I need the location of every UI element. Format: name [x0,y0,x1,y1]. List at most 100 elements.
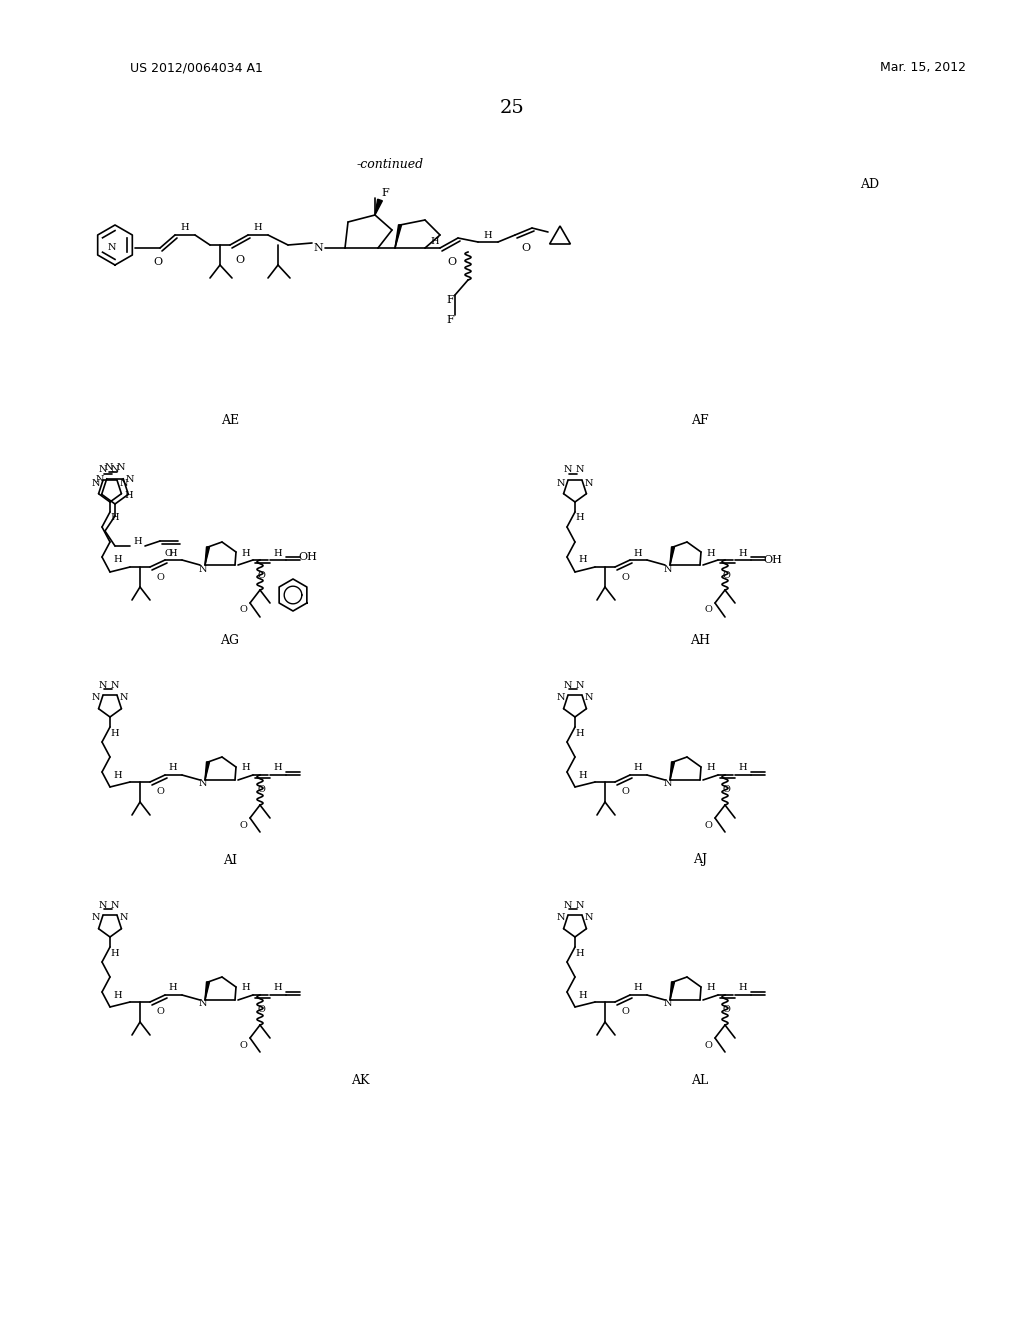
Text: H: H [707,763,716,772]
Text: OH: OH [764,554,782,565]
Text: -continued: -continued [356,158,424,172]
Text: AK: AK [351,1073,370,1086]
Text: H: H [738,983,748,993]
Text: H: H [575,949,585,957]
Text: AE: AE [221,413,239,426]
Text: O: O [257,785,265,795]
Text: AD: AD [860,178,880,191]
Text: N: N [111,681,119,689]
Text: O: O [257,570,265,579]
Polygon shape [205,982,210,1001]
Text: H: H [169,549,177,557]
Text: O: O [622,1007,629,1016]
Text: O: O [705,1040,712,1049]
Text: H: H [483,231,493,239]
Text: O: O [705,606,712,615]
Text: O: O [239,1040,247,1049]
Text: US 2012/0064034 A1: US 2012/0064034 A1 [130,62,263,74]
Polygon shape [670,546,675,565]
Text: AH: AH [690,634,710,647]
Text: H: H [273,549,283,557]
Text: Mar. 15, 2012: Mar. 15, 2012 [880,62,966,74]
Text: H: H [242,983,250,993]
Text: N: N [111,900,119,909]
Text: H: H [575,513,585,523]
Text: N: N [98,466,108,474]
Text: H: H [111,729,120,738]
Text: N: N [104,463,114,473]
Text: O: O [164,549,172,557]
Text: H: H [273,763,283,772]
Text: H: H [707,549,716,557]
Polygon shape [670,982,675,1001]
Text: H: H [579,990,588,999]
Text: N: N [111,466,119,474]
Text: H: H [575,729,585,738]
Text: AL: AL [691,1073,709,1086]
Text: H: H [431,238,439,247]
Text: N: N [313,243,323,253]
Text: N: N [585,479,593,487]
Text: H: H [114,556,122,565]
Text: N: N [557,479,565,487]
Text: N: N [664,780,672,788]
Text: H: H [242,549,250,557]
Text: O: O [722,785,730,795]
Text: N: N [557,913,565,923]
Text: N: N [120,693,128,702]
Text: H: H [114,990,122,999]
Text: H: H [579,556,588,565]
Text: N: N [575,900,585,909]
Text: N: N [664,999,672,1008]
Text: N: N [575,466,585,474]
Text: N: N [575,681,585,689]
Text: N: N [108,243,117,252]
Text: H: H [114,771,122,780]
Text: N: N [96,475,104,484]
Text: H: H [125,491,133,499]
Text: O: O [622,573,629,582]
Text: N: N [92,913,100,923]
Text: N: N [98,681,108,689]
Polygon shape [205,546,210,565]
Text: N: N [199,780,207,788]
Text: O: O [257,1006,265,1015]
Text: F: F [446,294,454,305]
Polygon shape [670,762,675,780]
Text: H: H [738,763,748,772]
Text: AF: AF [691,413,709,426]
Text: H: H [254,223,262,232]
Text: O: O [156,788,164,796]
Text: N: N [585,913,593,923]
Text: O: O [154,257,163,267]
Text: AI: AI [223,854,237,866]
Text: H: H [169,983,177,993]
Text: N: N [92,693,100,702]
Text: F: F [446,315,454,325]
Text: N: N [664,565,672,573]
Text: O: O [156,1007,164,1016]
Text: O: O [156,573,164,582]
Text: N: N [557,693,565,702]
Text: N: N [120,913,128,923]
Text: H: H [111,513,120,523]
Text: N: N [98,900,108,909]
Text: H: H [579,771,588,780]
Text: H: H [634,549,642,557]
Text: N: N [117,463,125,473]
Text: H: H [634,983,642,993]
Text: N: N [564,466,572,474]
Text: N: N [120,479,128,487]
Text: N: N [564,681,572,689]
Text: N: N [199,999,207,1008]
Text: H: H [242,763,250,772]
Text: O: O [722,1006,730,1015]
Text: AJ: AJ [693,854,707,866]
Text: H: H [180,223,189,232]
Text: O: O [239,821,247,829]
Polygon shape [395,224,401,248]
Text: OH: OH [299,552,317,562]
Text: H: H [111,949,120,957]
Text: 25: 25 [500,99,524,117]
Text: N: N [92,479,100,487]
